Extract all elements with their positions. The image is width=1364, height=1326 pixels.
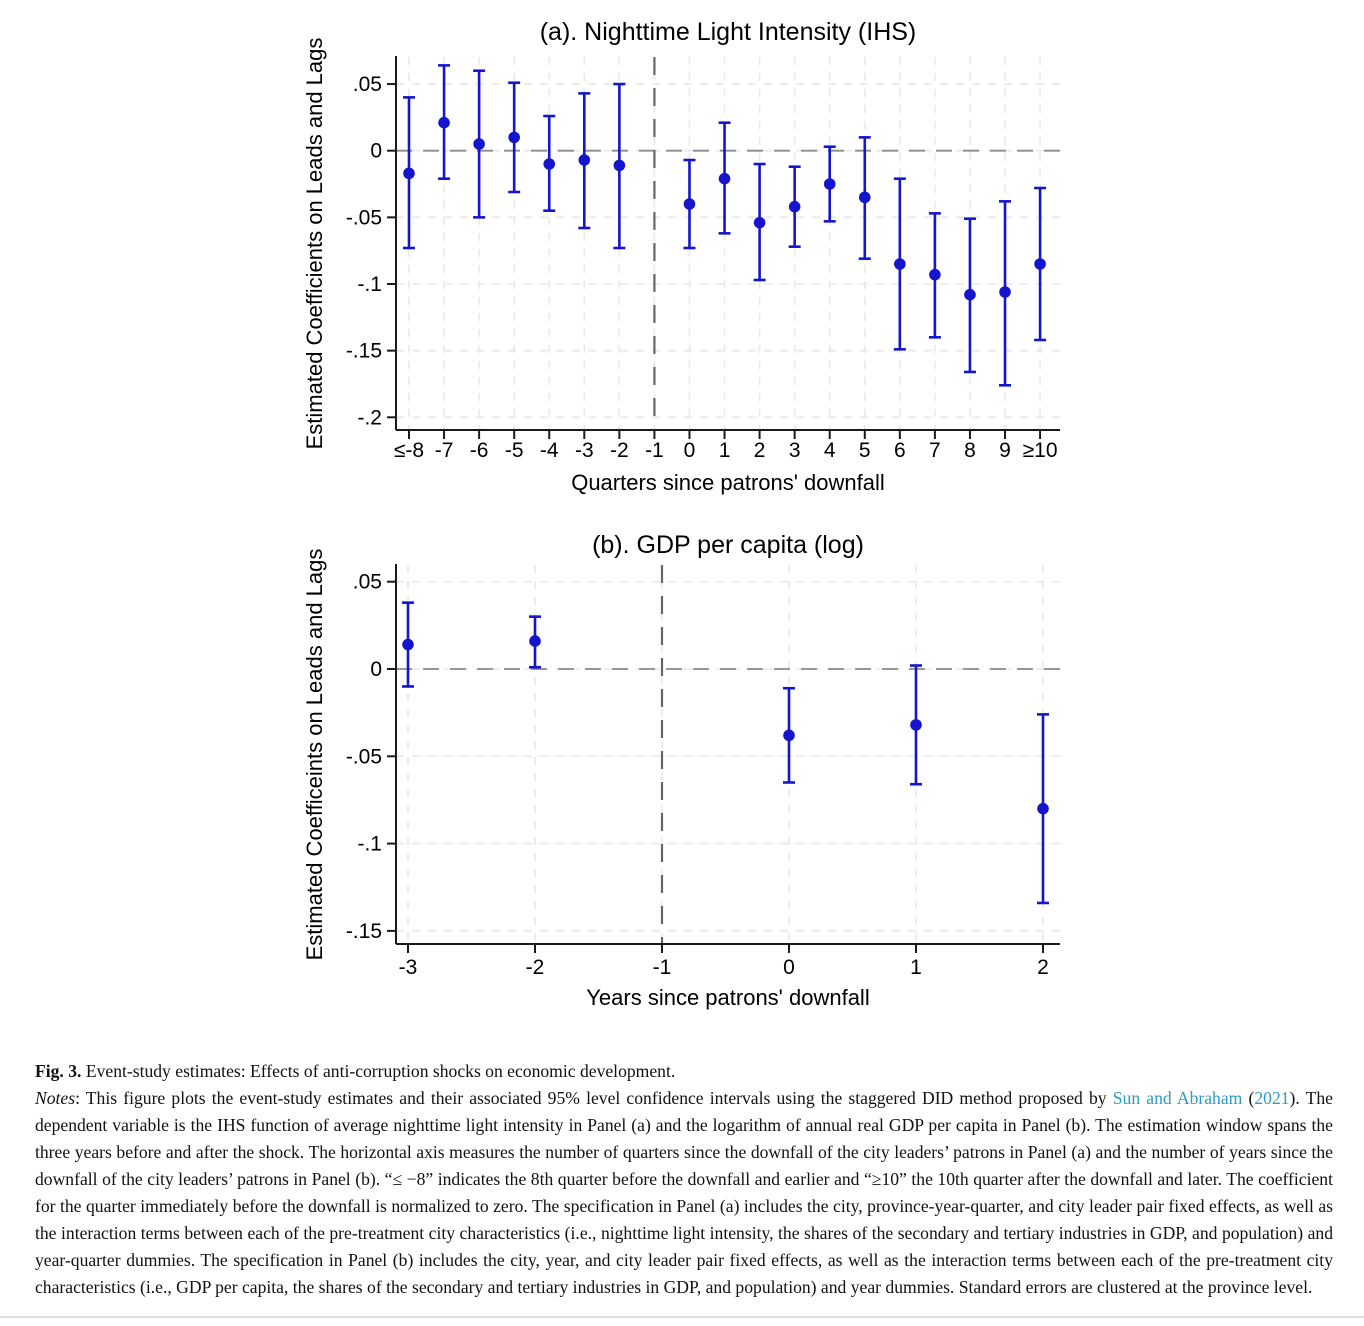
- point-estimate-marker: [783, 729, 795, 742]
- y-axis-title: Estimated Coefficients on Leads and Lags: [302, 38, 327, 450]
- y-tick-label: -.15: [346, 340, 382, 363]
- x-axis-title: Quarters since patrons' downfall: [571, 470, 885, 495]
- x-tick-label: 5: [859, 439, 871, 462]
- bottom-divider: [0, 1316, 1364, 1318]
- x-tick-label: -1: [645, 439, 664, 462]
- x-axis-title: Years since patrons' downfall: [586, 985, 869, 1010]
- point-estimate-marker: [999, 286, 1011, 298]
- x-tick-label: -1: [653, 956, 672, 979]
- point-estimate-marker: [823, 178, 836, 190]
- notes-text-1: : This figure plots the event-study esti…: [75, 1088, 1113, 1108]
- y-tick-label: .05: [353, 73, 382, 96]
- x-tick-label: 1: [719, 439, 731, 462]
- x-tick-label: 3: [789, 439, 801, 462]
- panel-a-chart: .050-.05-.1-.15-.2≤-8 -7 -6 -5 -4 -3 -2 -1 0 1 2 3 4…: [302, 18, 1060, 495]
- point-estimate-marker: [683, 198, 696, 210]
- x-tick-label: 2: [1037, 956, 1049, 979]
- x-tick-label: -3: [399, 956, 418, 979]
- x-tick-label: 8: [964, 439, 976, 462]
- point-estimate-marker: [402, 638, 414, 651]
- x-tick-label: 9: [999, 439, 1011, 462]
- point-estimate-marker: [543, 158, 556, 170]
- point-estimate-marker: [718, 172, 731, 185]
- x-tick-label: 1: [910, 956, 922, 979]
- x-tick-label: 2: [754, 439, 766, 462]
- x-tick-label: 0: [783, 956, 795, 979]
- citation-link-sun-abraham[interactable]: Sun and Abraham: [1112, 1088, 1243, 1108]
- y-tick-label: -.15: [346, 920, 382, 943]
- x-tick-label: -3: [575, 439, 594, 462]
- figure-caption-title: Fig. 3. Event-study estimates: Effects o…: [35, 1058, 1333, 1085]
- point-estimate-marker: [894, 258, 906, 270]
- point-estimate-marker: [613, 159, 626, 172]
- point-estimate-marker: [964, 288, 976, 301]
- x-tick-label: -6: [470, 439, 489, 462]
- panel-title: (b). GDP per capita (log): [592, 531, 864, 559]
- point-estimate-marker: [1034, 258, 1046, 270]
- y-tick-label: .05: [353, 571, 382, 594]
- citation-link-2021[interactable]: 2021: [1254, 1088, 1290, 1108]
- notes-label: Notes: [35, 1088, 76, 1108]
- x-tick-label: -4: [540, 439, 559, 462]
- x-tick-label: ≤-8: [394, 439, 424, 462]
- point-estimate-marker: [403, 167, 415, 180]
- x-tick-label: 0: [684, 439, 696, 462]
- x-tick-label: ≥10: [1023, 439, 1058, 462]
- point-estimate-marker: [858, 191, 871, 204]
- point-estimate-marker: [438, 116, 450, 129]
- point-estimate-marker: [473, 138, 485, 150]
- y-tick-label: -.05: [346, 745, 382, 768]
- x-tick-label: 4: [824, 439, 836, 462]
- figure-caption: Fig. 3. Event-study estimates: Effects o…: [35, 1058, 1333, 1301]
- point-estimate-marker: [788, 200, 801, 213]
- point-estimate-marker: [508, 131, 520, 144]
- x-tick-label: -2: [610, 439, 629, 462]
- notes-text-3: ). The dependent variable is the IHS fun…: [35, 1088, 1333, 1297]
- y-tick-label: -.05: [346, 206, 382, 229]
- x-tick-label: 6: [894, 439, 906, 462]
- point-estimate-marker: [1037, 802, 1049, 815]
- point-estimate-marker: [929, 268, 941, 281]
- point-estimate-marker: [753, 216, 766, 229]
- figure-title-text: Event-study estimates: Effects of anti-c…: [81, 1061, 676, 1081]
- x-tick-label: -2: [526, 956, 545, 979]
- panel-title: (a). Nighttime Light Intensity (IHS): [540, 18, 917, 46]
- y-tick-label: -.2: [357, 406, 382, 429]
- y-tick-label: -.1: [357, 833, 382, 856]
- figure-notes: Notes: This figure plots the event-study…: [35, 1085, 1333, 1301]
- point-estimate-marker: [910, 719, 922, 731]
- notes-text-2: (: [1242, 1088, 1255, 1108]
- point-estimate-marker: [529, 635, 541, 647]
- figure-label: Fig. 3.: [35, 1061, 82, 1081]
- x-tick-label: -5: [505, 439, 524, 462]
- y-tick-label: 0: [370, 658, 382, 681]
- y-axis-title: Estimated Coefficeints on Leads and Lags: [302, 549, 327, 961]
- point-estimate-marker: [578, 154, 591, 166]
- x-tick-label: -7: [435, 439, 454, 462]
- y-tick-label: -.1: [357, 273, 382, 296]
- y-tick-label: 0: [370, 140, 382, 163]
- panel-b-chart: .05 0 -.05 -.1 -.15 -3 -2 -1 0 1 2 (b). GDP per cap…: [302, 531, 1060, 1010]
- x-tick-label: 7: [929, 439, 941, 462]
